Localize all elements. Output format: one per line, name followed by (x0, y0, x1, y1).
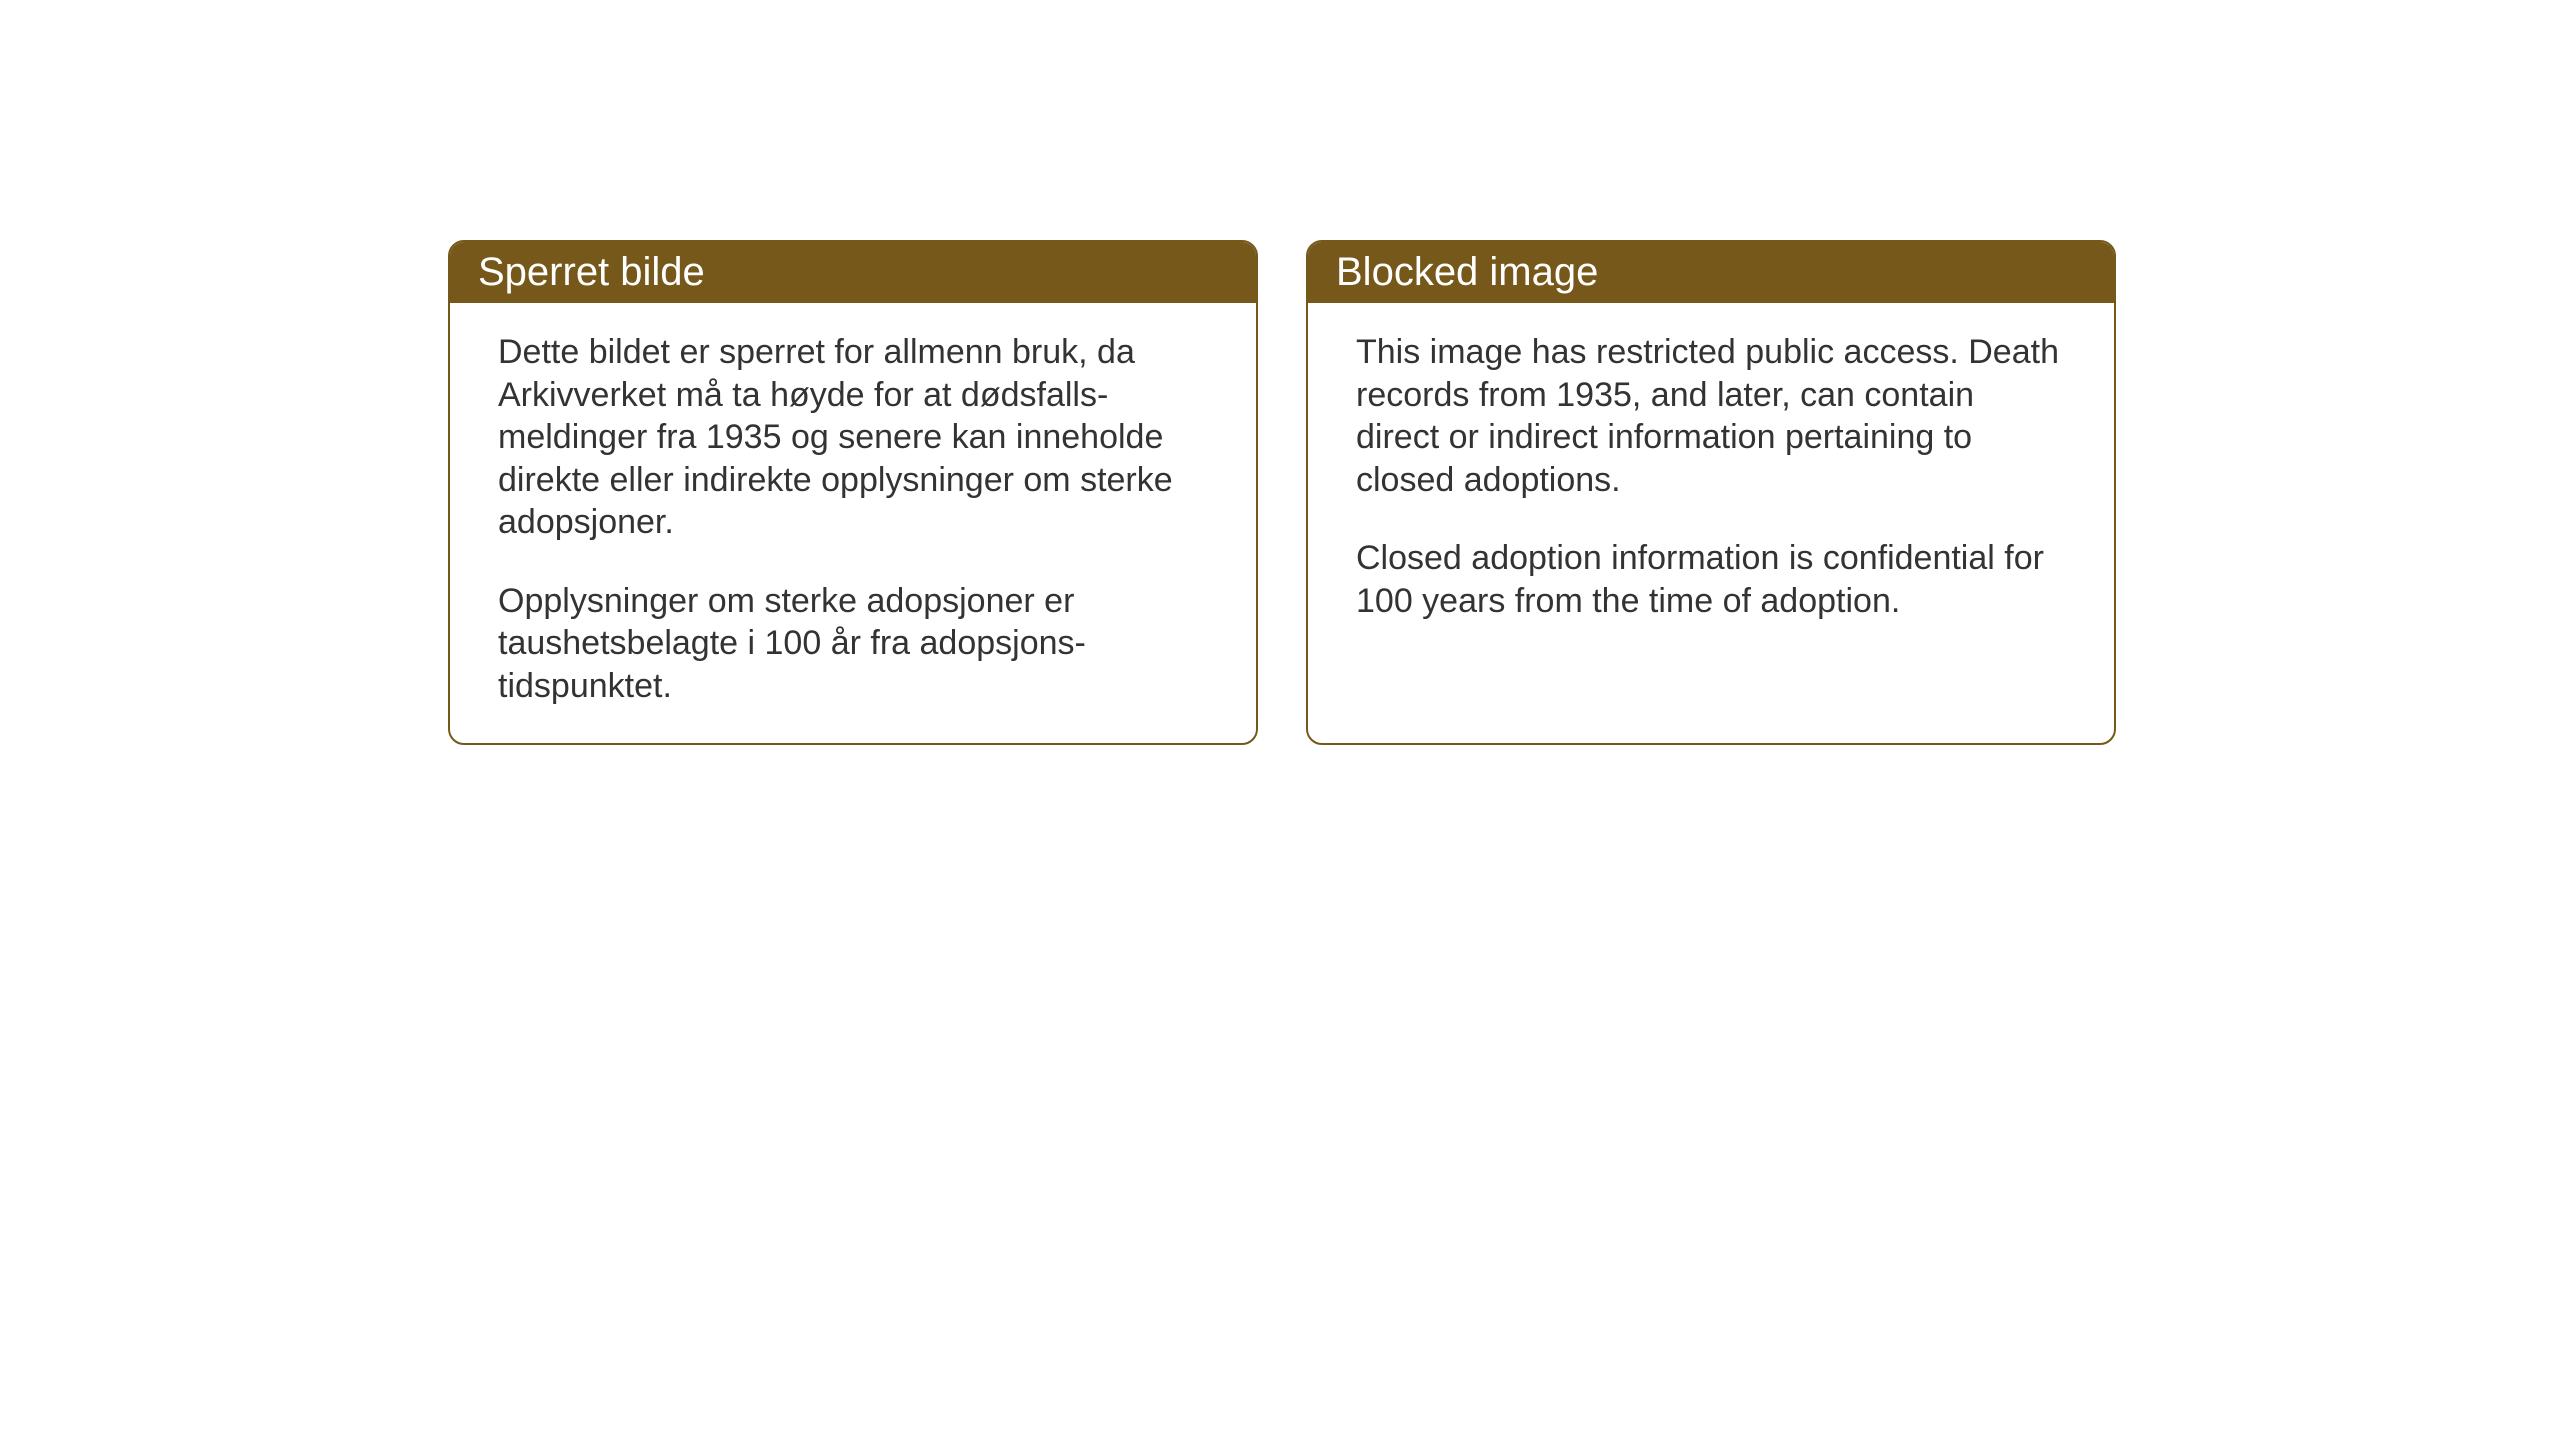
card-header-english: Blocked image (1308, 242, 2114, 303)
cards-container: Sperret bilde Dette bildet er sperret fo… (448, 240, 2116, 745)
card-paragraph-2-norwegian: Opplysninger om sterke adopsjoner er tau… (498, 580, 1208, 708)
card-paragraph-1-norwegian: Dette bildet er sperret for allmenn bruk… (498, 331, 1208, 544)
card-body-english: This image has restricted public access.… (1308, 303, 2114, 658)
card-english: Blocked image This image has restricted … (1306, 240, 2116, 745)
card-title-norwegian: Sperret bilde (478, 250, 705, 294)
card-body-norwegian: Dette bildet er sperret for allmenn bruk… (450, 303, 1256, 743)
card-norwegian: Sperret bilde Dette bildet er sperret fo… (448, 240, 1258, 745)
card-header-norwegian: Sperret bilde (450, 242, 1256, 303)
card-paragraph-1-english: This image has restricted public access.… (1356, 331, 2066, 501)
card-title-english: Blocked image (1336, 250, 1598, 294)
card-paragraph-2-english: Closed adoption information is confident… (1356, 537, 2066, 622)
